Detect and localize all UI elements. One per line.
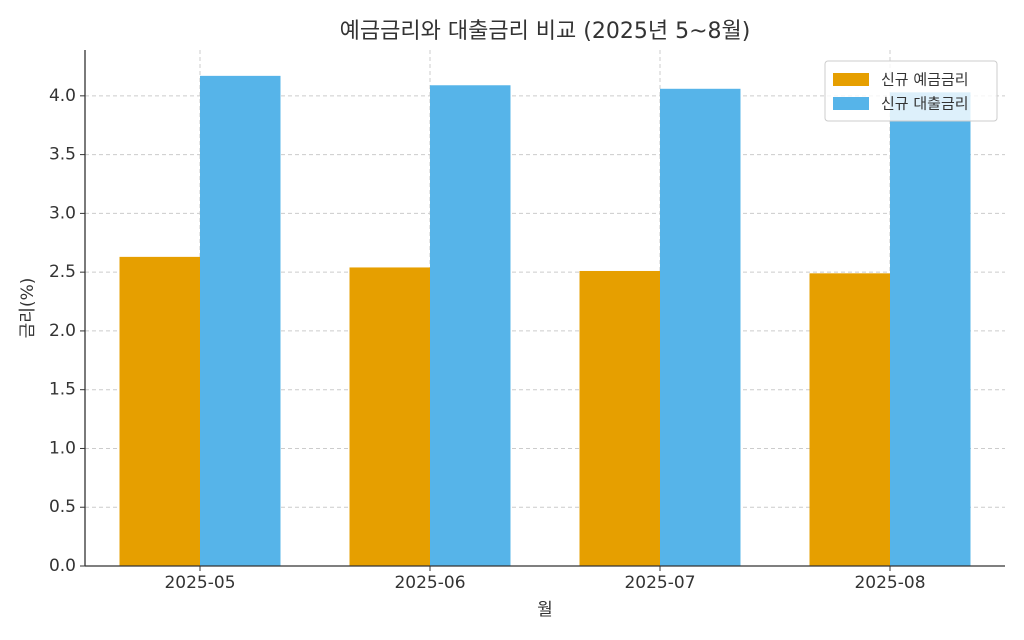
y-tick-label: 1.5	[49, 380, 76, 400]
bar	[200, 75, 281, 567]
legend-label: 신규 예금금리	[881, 71, 969, 89]
bar	[809, 273, 890, 566]
y-axis-label: 금리(%)	[18, 278, 38, 339]
chart-title: 예금금리와 대출금리 비교 (2025년 5~8월)	[340, 19, 751, 44]
x-tick-label: 2025-07	[624, 573, 695, 593]
x-axis-label: 월	[537, 600, 553, 620]
x-tick-label: 2025-05	[164, 573, 235, 593]
y-tick-label: 0.5	[49, 497, 76, 517]
legend-label: 신규 대출금리	[881, 95, 969, 113]
y-tick-label: 1.0	[49, 438, 76, 458]
legend-swatch	[833, 73, 869, 86]
y-tick-label: 3.5	[49, 145, 76, 165]
y-tick-label: 0.0	[49, 556, 76, 576]
y-tick-label: 2.0	[49, 321, 76, 341]
bar	[890, 92, 971, 566]
y-tick-label: 3.0	[49, 203, 76, 223]
legend-swatch	[833, 97, 869, 110]
bar	[430, 85, 511, 566]
bar	[119, 256, 200, 566]
bar	[660, 88, 741, 567]
bar	[349, 267, 430, 566]
x-tick-label: 2025-06	[394, 573, 465, 593]
bar	[579, 270, 660, 566]
x-tick-label: 2025-08	[854, 573, 925, 593]
y-tick-label: 2.5	[49, 262, 76, 282]
y-tick-label: 4.0	[49, 86, 76, 106]
